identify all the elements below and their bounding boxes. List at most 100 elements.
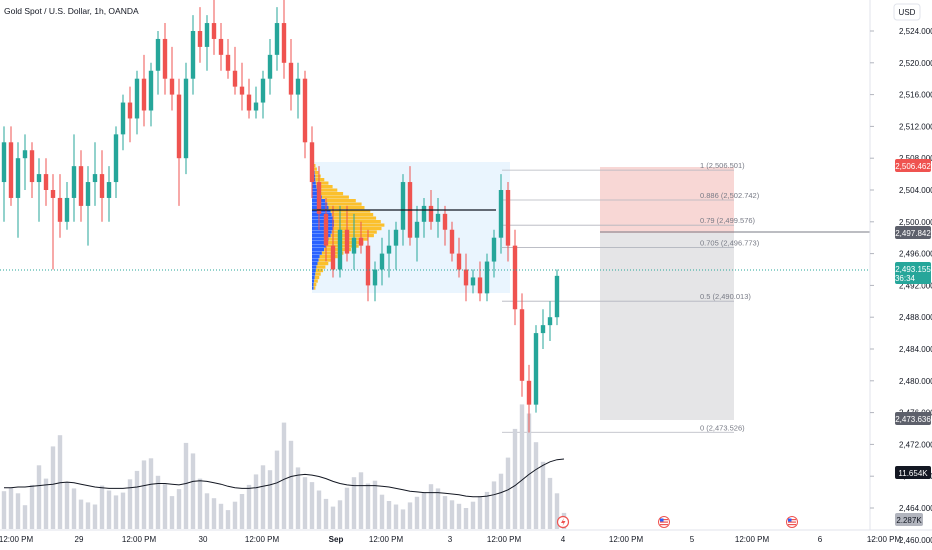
- volume-bar: [554, 493, 560, 529]
- volume-bar: [330, 506, 336, 529]
- candle-body: [85, 182, 91, 206]
- candle: [92, 142, 98, 206]
- candle-body: [78, 166, 84, 206]
- time-tick-label: 12:00 PM: [735, 535, 770, 544]
- time-tick-label: 4: [561, 535, 566, 544]
- volume-bar: [540, 461, 546, 529]
- dividend-icon[interactable]: [556, 515, 570, 529]
- volume-ma-badge: 11.654K: [895, 466, 931, 479]
- volume-profile-sell-row: [330, 234, 374, 238]
- volume-profile-sell-row: [332, 227, 382, 231]
- fib-retracement[interactable]: 1 (2,506.501) 0.886 (2,502.742) 0.79 (2,49…: [502, 161, 760, 433]
- candle: [141, 54, 147, 127]
- candle: [78, 150, 84, 222]
- candle-body: [295, 78, 301, 95]
- volume-profile-buy-row: [312, 237, 329, 241]
- candle: [106, 166, 112, 222]
- volume-bar: [512, 428, 518, 529]
- volume-bar: [197, 478, 203, 529]
- volume-bar: [491, 481, 497, 529]
- volume-profile-buy-row: [312, 251, 322, 255]
- candle: [316, 166, 322, 230]
- candle: [533, 325, 539, 413]
- candle-body: [155, 38, 161, 71]
- volume-bar: [36, 465, 42, 529]
- candle-body: [351, 237, 357, 254]
- candle-body: [302, 78, 308, 143]
- candle: [204, 15, 210, 71]
- volume-bar: [533, 442, 539, 529]
- candle: [379, 237, 385, 286]
- candle: [134, 70, 140, 135]
- volume-profile-sell-row: [321, 195, 349, 199]
- volume-bar: [295, 467, 301, 529]
- volume-profile-buy-row: [312, 227, 333, 231]
- fib-level-label: 0.79 (2,499.576): [700, 216, 756, 225]
- candle-body: [442, 213, 448, 230]
- volume-bar: [344, 487, 350, 529]
- candle: [309, 126, 315, 198]
- volume-bar: [148, 458, 154, 529]
- us-flag-icon[interactable]: [786, 516, 798, 528]
- candle: [183, 62, 189, 175]
- volume-bar: [57, 435, 63, 529]
- candle: [99, 150, 105, 222]
- candle-body: [22, 150, 28, 159]
- volume-bar: [246, 484, 252, 529]
- price-tick-label: 2,488.000: [899, 313, 932, 322]
- volume-profile-sell-row: [314, 279, 318, 283]
- currency-button[interactable]: [893, 3, 921, 21]
- candle-body: [8, 142, 14, 198]
- candle-body: [1, 142, 7, 183]
- volume-ma-line: [4, 458, 565, 498]
- candle-body: [421, 205, 427, 222]
- time-tick-label: 3: [448, 535, 453, 544]
- volume-bar: [113, 495, 119, 529]
- candle-body: [134, 78, 140, 119]
- volume-profile-buy-row: [312, 248, 325, 252]
- candle-body: [197, 31, 203, 47]
- candle-body: [260, 78, 266, 103]
- volume-profile-sell-row: [314, 276, 320, 280]
- time-axis[interactable]: 12:00 PM 29 12:00 PM 30 12:00 PM Sep 12:00 PM 3…: [0, 529, 932, 544]
- volume-bar: [85, 502, 91, 529]
- volume-bar: [15, 493, 21, 529]
- candle-body: [393, 229, 399, 246]
- volume-bar: [204, 493, 210, 529]
- volume-profile-buy-row: [312, 220, 334, 224]
- candle-body: [323, 213, 329, 246]
- candle-body: [274, 23, 280, 55]
- candle: [22, 134, 28, 190]
- countdown-text: 36:34: [895, 274, 916, 283]
- candle-body: [162, 38, 168, 79]
- us-flag-icon[interactable]: [658, 516, 670, 528]
- candle-body: [239, 86, 245, 95]
- candle-body: [71, 166, 77, 198]
- candle: [512, 229, 518, 326]
- volume-bar: [309, 482, 315, 529]
- candle: [197, 7, 203, 63]
- candle-body: [232, 70, 238, 87]
- volume-bar: [50, 446, 56, 529]
- price-tick-label: 2,480.000: [899, 377, 932, 386]
- volume-bar: [183, 442, 189, 529]
- candle-body: [120, 102, 126, 135]
- low-price-badge: 2,473.636: [895, 412, 931, 425]
- volume-bar: [232, 501, 238, 529]
- candle-body: [463, 269, 469, 286]
- price-tick-label: 2,504.000: [899, 186, 932, 195]
- volume-profile-buy-row: [312, 223, 334, 227]
- candle-body: [435, 213, 441, 222]
- candle: [43, 158, 49, 206]
- candle: [246, 78, 252, 119]
- volume-profile-buy-row: [312, 216, 333, 220]
- price-tick-label: 2,512.000: [899, 122, 932, 131]
- current-price-text: 2,493.155: [895, 265, 931, 274]
- candle-body: [106, 182, 112, 198]
- volume-profile-sell-row: [315, 178, 325, 182]
- candle: [176, 78, 182, 206]
- candle: [232, 46, 238, 95]
- candle: [50, 174, 56, 270]
- volume-profile-sell-row: [313, 286, 316, 290]
